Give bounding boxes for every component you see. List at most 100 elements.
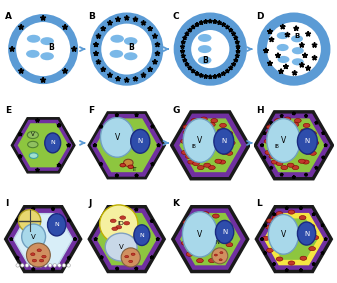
Polygon shape <box>267 61 273 66</box>
Text: V: V <box>119 244 124 250</box>
Ellipse shape <box>276 212 283 216</box>
Polygon shape <box>150 256 154 259</box>
Ellipse shape <box>31 253 35 256</box>
Circle shape <box>25 264 29 267</box>
Ellipse shape <box>39 259 44 262</box>
Text: G: G <box>172 106 180 115</box>
Polygon shape <box>272 213 276 216</box>
Ellipse shape <box>215 220 234 243</box>
Polygon shape <box>134 208 138 211</box>
Polygon shape <box>299 42 304 47</box>
Polygon shape <box>16 256 19 259</box>
Polygon shape <box>19 24 24 29</box>
Polygon shape <box>148 26 153 31</box>
Circle shape <box>100 205 138 243</box>
Ellipse shape <box>211 119 218 123</box>
Polygon shape <box>285 268 288 272</box>
Polygon shape <box>180 119 241 171</box>
Polygon shape <box>134 267 138 270</box>
Ellipse shape <box>226 131 233 136</box>
Polygon shape <box>108 20 113 25</box>
Ellipse shape <box>306 138 313 143</box>
Ellipse shape <box>185 142 191 147</box>
Polygon shape <box>124 78 129 82</box>
Polygon shape <box>133 76 138 81</box>
Ellipse shape <box>295 119 301 123</box>
Polygon shape <box>315 166 318 169</box>
Ellipse shape <box>183 125 190 129</box>
Ellipse shape <box>26 50 39 58</box>
Polygon shape <box>221 22 226 26</box>
Ellipse shape <box>227 231 234 235</box>
Ellipse shape <box>272 216 279 220</box>
Polygon shape <box>18 154 22 158</box>
Ellipse shape <box>183 119 217 162</box>
Polygon shape <box>263 156 266 159</box>
Ellipse shape <box>299 159 305 163</box>
Ellipse shape <box>277 32 289 39</box>
Ellipse shape <box>120 216 126 219</box>
Polygon shape <box>57 163 61 167</box>
Polygon shape <box>292 70 297 75</box>
Ellipse shape <box>217 129 224 133</box>
Polygon shape <box>67 256 71 259</box>
Ellipse shape <box>209 259 215 263</box>
Polygon shape <box>101 26 106 31</box>
Text: N: N <box>137 138 143 144</box>
Polygon shape <box>96 59 101 64</box>
Ellipse shape <box>185 154 192 158</box>
Polygon shape <box>232 62 236 66</box>
Ellipse shape <box>198 34 212 42</box>
Ellipse shape <box>100 117 134 157</box>
Circle shape <box>19 210 41 232</box>
Ellipse shape <box>220 123 226 127</box>
Polygon shape <box>97 214 156 265</box>
Text: V: V <box>31 132 35 138</box>
Ellipse shape <box>124 221 130 225</box>
Ellipse shape <box>183 130 190 135</box>
Polygon shape <box>89 112 165 178</box>
Ellipse shape <box>226 243 233 247</box>
Polygon shape <box>285 32 290 37</box>
Polygon shape <box>9 46 15 51</box>
Polygon shape <box>19 68 24 73</box>
Polygon shape <box>67 218 71 222</box>
Polygon shape <box>14 214 72 265</box>
Polygon shape <box>188 28 192 32</box>
Text: ID: ID <box>118 221 125 226</box>
Ellipse shape <box>312 141 319 145</box>
Polygon shape <box>199 73 203 77</box>
Polygon shape <box>299 62 304 67</box>
Text: N: N <box>216 240 219 245</box>
Ellipse shape <box>228 141 235 145</box>
Polygon shape <box>213 20 217 23</box>
Ellipse shape <box>267 125 273 129</box>
Polygon shape <box>176 209 245 269</box>
Ellipse shape <box>22 224 45 250</box>
Polygon shape <box>171 112 249 179</box>
Ellipse shape <box>124 37 137 45</box>
Ellipse shape <box>308 224 315 228</box>
Ellipse shape <box>124 52 137 60</box>
Ellipse shape <box>209 166 215 170</box>
Polygon shape <box>115 113 119 117</box>
Polygon shape <box>89 206 165 272</box>
Text: I: I <box>5 199 8 208</box>
Ellipse shape <box>120 163 125 167</box>
Text: B: B <box>202 56 208 65</box>
Ellipse shape <box>37 249 41 252</box>
Ellipse shape <box>276 257 283 261</box>
Ellipse shape <box>264 139 271 143</box>
Ellipse shape <box>212 214 219 218</box>
Circle shape <box>30 264 33 267</box>
Ellipse shape <box>288 261 295 265</box>
Ellipse shape <box>48 214 66 236</box>
Text: H: H <box>256 106 263 115</box>
Polygon shape <box>265 214 323 265</box>
Polygon shape <box>181 40 185 44</box>
Ellipse shape <box>219 259 222 261</box>
Polygon shape <box>195 22 199 26</box>
Polygon shape <box>225 69 229 73</box>
Ellipse shape <box>292 47 304 54</box>
Ellipse shape <box>192 214 198 218</box>
